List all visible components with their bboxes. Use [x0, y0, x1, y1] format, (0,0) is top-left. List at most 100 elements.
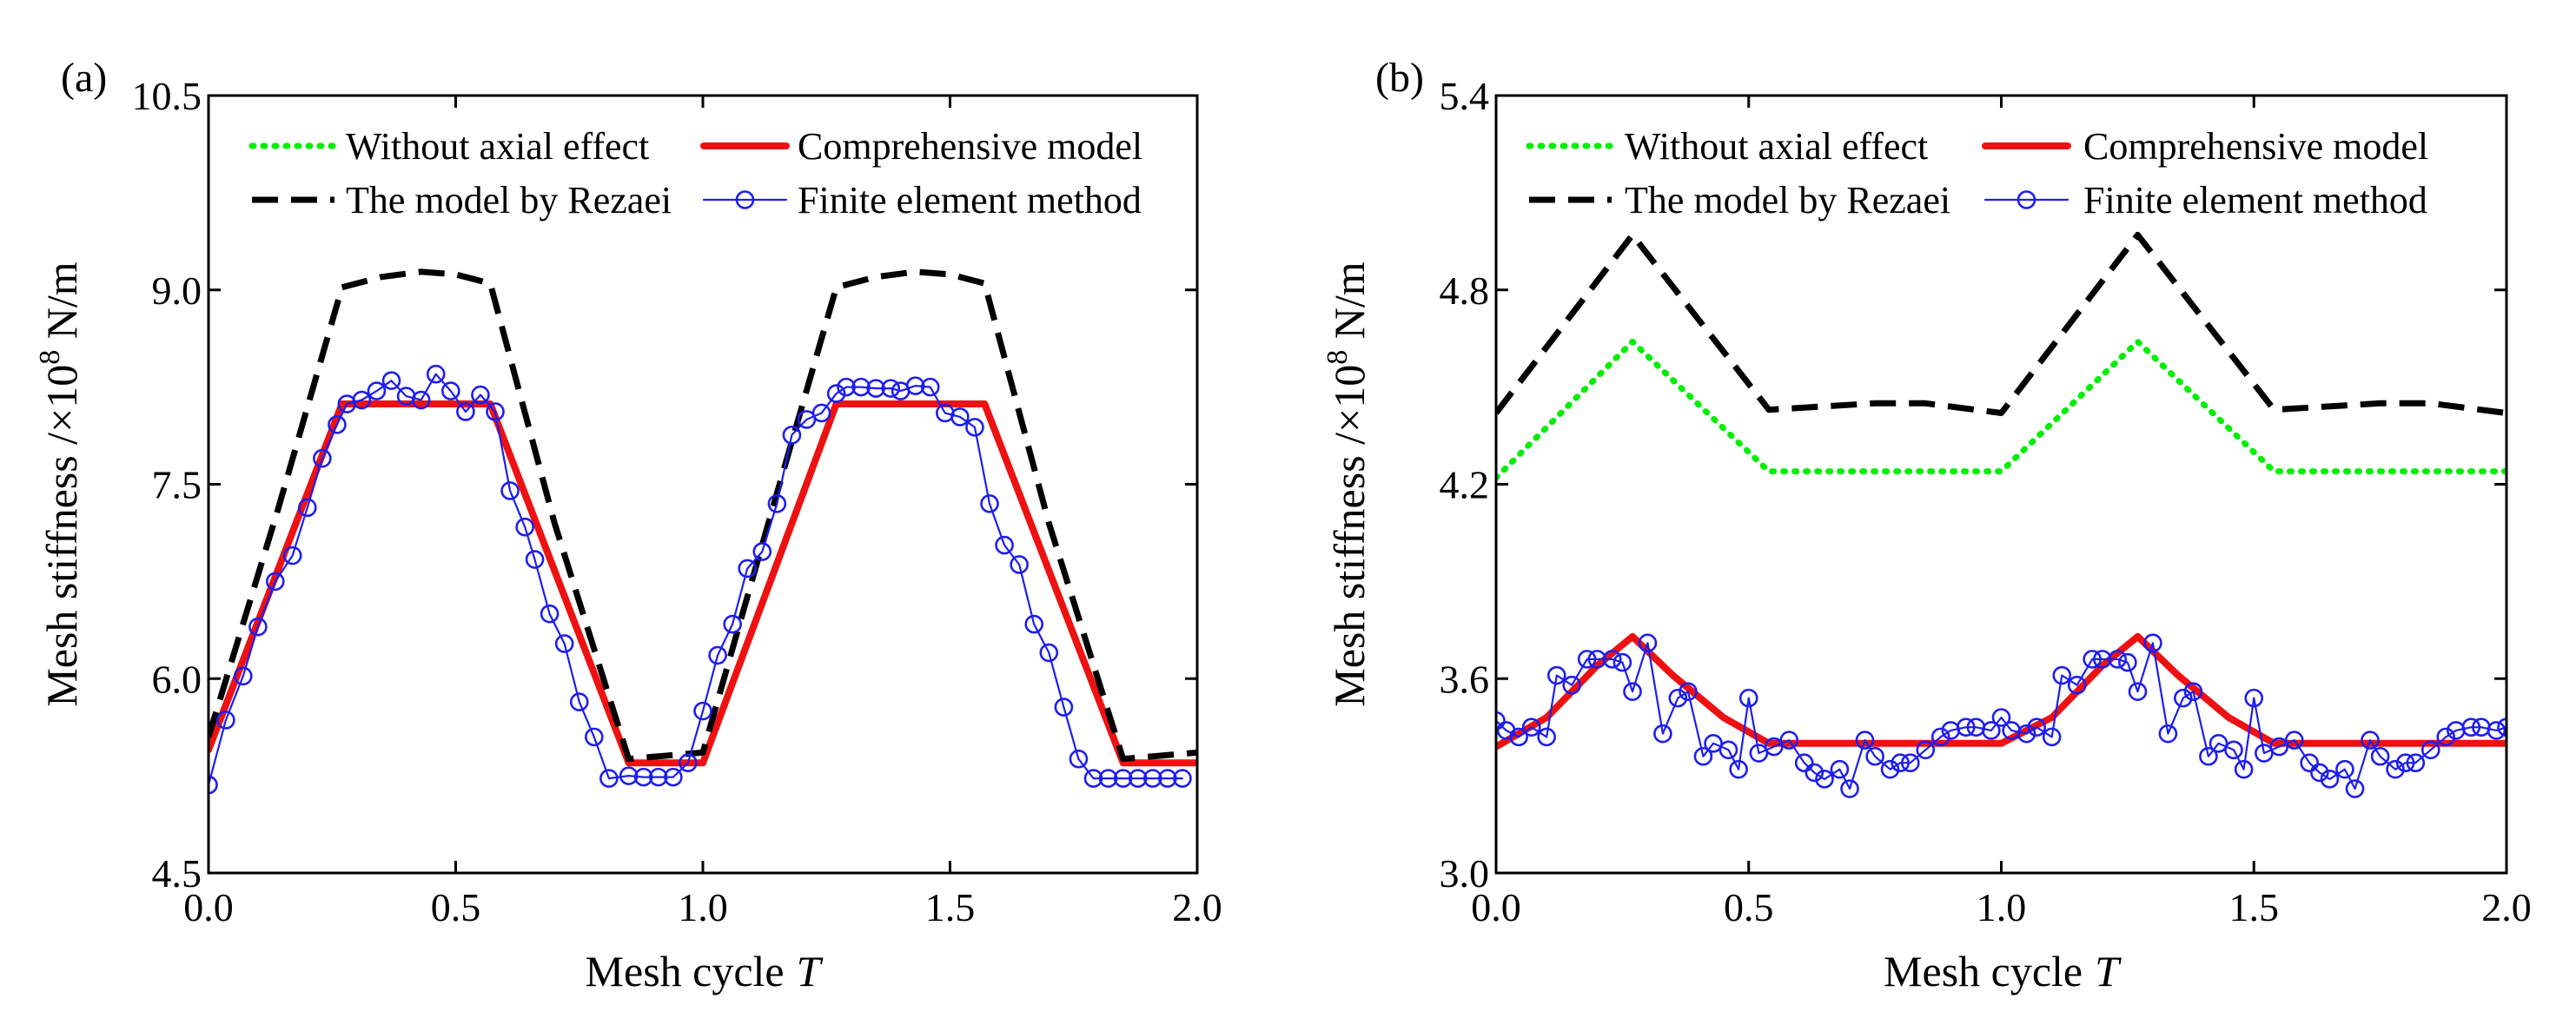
data-point-finite-element-method: [811, 403, 831, 423]
y-tick-label: 3.0: [1440, 851, 1490, 896]
data-point-finite-element-method: [456, 402, 475, 421]
y-axis-label-text: Mesh stiffness /×10: [1325, 365, 1374, 707]
data-point-finite-element-method: [1546, 665, 1566, 685]
data-point-finite-element-method: [1623, 682, 1642, 701]
panel-label: (a): [61, 55, 107, 101]
data-point-finite-element-method: [2174, 688, 2193, 708]
data-point-finite-element-method: [1024, 614, 1044, 634]
legend-marker-finite-element-method: [2016, 190, 2036, 209]
data-point-finite-element-method: [266, 572, 285, 592]
y-tick-label: 7.5: [152, 463, 202, 507]
legend-label-comprehensive-model: Comprehensive model: [798, 125, 1142, 168]
data-point-finite-element-method: [2420, 740, 2440, 760]
x-axis-label: Mesh cycle T: [586, 947, 824, 995]
data-point-finite-element-method: [2395, 753, 2415, 773]
chart-panel-b: 3.0 3.6 4.2 4.8 5.4 0.0 0.5 1.0 1.5 2.0 Mesh cycle…: [1321, 55, 2532, 995]
y-axis-label-exponent: 8: [34, 350, 66, 365]
data-point-finite-element-method: [2052, 665, 2072, 685]
data-point-finite-element-method: [2497, 718, 2506, 737]
data-point-finite-element-method: [1765, 737, 1784, 757]
chart-panel-a: 4.5 6.0 7.5 9.0 10.5 0.0 0.5 1.0 1.5 2.0 Mesh cycl…: [34, 55, 1222, 995]
data-point-finite-element-method: [2361, 731, 2380, 750]
data-point-finite-element-method: [585, 727, 604, 747]
data-point-finite-element-method: [905, 376, 925, 395]
x-tick-label: 0.5: [1724, 885, 1774, 929]
data-point-finite-element-method: [1916, 740, 1936, 760]
data-point-finite-element-method: [234, 666, 253, 686]
data-point-finite-element-method: [2345, 779, 2365, 798]
data-point-finite-element-method: [525, 550, 545, 569]
data-point-finite-element-method: [837, 377, 856, 397]
data-point-finite-element-method: [426, 364, 446, 384]
data-point-finite-element-method: [1638, 633, 1658, 653]
x-tick-label: 0.5: [431, 885, 481, 929]
data-point-finite-element-method: [2183, 682, 2203, 701]
data-point-finite-element-method: [381, 371, 401, 390]
data-point-finite-element-method: [2310, 763, 2329, 783]
panel-label: (b): [1375, 55, 1424, 101]
y-axis-label-text: Mesh stiffness /×10: [37, 365, 86, 707]
data-point-finite-element-method: [664, 767, 683, 787]
data-point-finite-element-method: [738, 559, 758, 579]
data-point-finite-element-method: [411, 390, 431, 410]
data-point-finite-element-method: [2208, 734, 2228, 753]
data-point-finite-element-method: [2093, 650, 2112, 669]
data-point-finite-element-method: [1865, 746, 1884, 766]
data-point-finite-element-method: [328, 415, 347, 434]
data-point-finite-element-method: [2042, 727, 2062, 747]
data-point-finite-element-method: [540, 604, 560, 624]
data-point-finite-element-method: [980, 494, 999, 513]
data-point-finite-element-method: [569, 692, 589, 711]
data-point-finite-element-method: [2255, 744, 2274, 763]
legend: Without axial effect Comprehensive model T…: [248, 125, 1142, 222]
data-point-finite-element-method: [282, 546, 302, 565]
y-tick-label: 9.0: [152, 268, 202, 313]
data-point-finite-element-method: [554, 634, 574, 653]
data-point-finite-element-method: [1098, 769, 1118, 788]
series-line-finite-element-method: [209, 373, 1184, 786]
data-point-finite-element-method: [1039, 643, 1059, 663]
data-point-finite-element-method: [619, 766, 639, 785]
x-tick-label: 1.5: [2229, 885, 2280, 929]
x-axis-label-var: T: [797, 947, 824, 995]
data-point-finite-element-method: [965, 418, 984, 437]
data-point-finite-element-method: [1668, 688, 1688, 708]
y-tick-label: 4.5: [152, 851, 202, 896]
data-point-finite-element-method: [767, 494, 787, 513]
data-point-finite-element-method: [881, 379, 901, 398]
data-point-finite-element-method: [693, 701, 712, 721]
data-point-finite-element-method: [2224, 740, 2243, 760]
data-point-finite-element-method: [2300, 753, 2320, 773]
y-tick-label: 4.2: [1440, 463, 1490, 507]
data-point-finite-element-method: [826, 384, 846, 403]
data-point-finite-element-method: [1738, 688, 1758, 708]
x-tick-label: 1.0: [1977, 885, 2027, 929]
y-axis-label-unit: N/m: [37, 261, 86, 350]
data-point-finite-element-method: [2027, 718, 2047, 737]
data-point-finite-element-method: [2320, 770, 2340, 789]
data-point-finite-element-method: [2386, 759, 2405, 779]
data-point-finite-element-method: [2335, 759, 2354, 779]
series-line-without-axial-effect: [1496, 338, 2506, 481]
data-point-finite-element-method: [2461, 718, 2481, 737]
data-point-finite-element-method: [782, 426, 802, 445]
legend-label-finite-element-method: Finite element method: [798, 179, 1142, 222]
data-point-finite-element-method: [2118, 652, 2137, 672]
data-point-finite-element-method: [441, 381, 460, 400]
data-point-finite-element-method: [2269, 737, 2289, 757]
data-point-finite-element-method: [679, 753, 698, 773]
data-point-finite-element-method: [633, 767, 653, 787]
data-point-finite-element-method: [995, 535, 1014, 555]
x-tick-label: 0.0: [183, 885, 234, 929]
data-point-finite-element-method: [1612, 652, 1632, 672]
data-point-finite-element-method: [1704, 734, 1723, 753]
data-point-finite-element-method: [2083, 650, 2102, 669]
data-point-finite-element-method: [1054, 698, 1074, 717]
data-point-finite-element-method: [297, 498, 317, 518]
data-point-finite-element-method: [1537, 727, 1556, 747]
data-point-finite-element-method: [500, 481, 520, 500]
x-tick-label: 2.0: [2481, 885, 2532, 929]
data-point-finite-element-method: [313, 448, 332, 468]
data-point-finite-element-method: [216, 711, 235, 730]
x-tick-label: 0.0: [1471, 885, 1521, 929]
